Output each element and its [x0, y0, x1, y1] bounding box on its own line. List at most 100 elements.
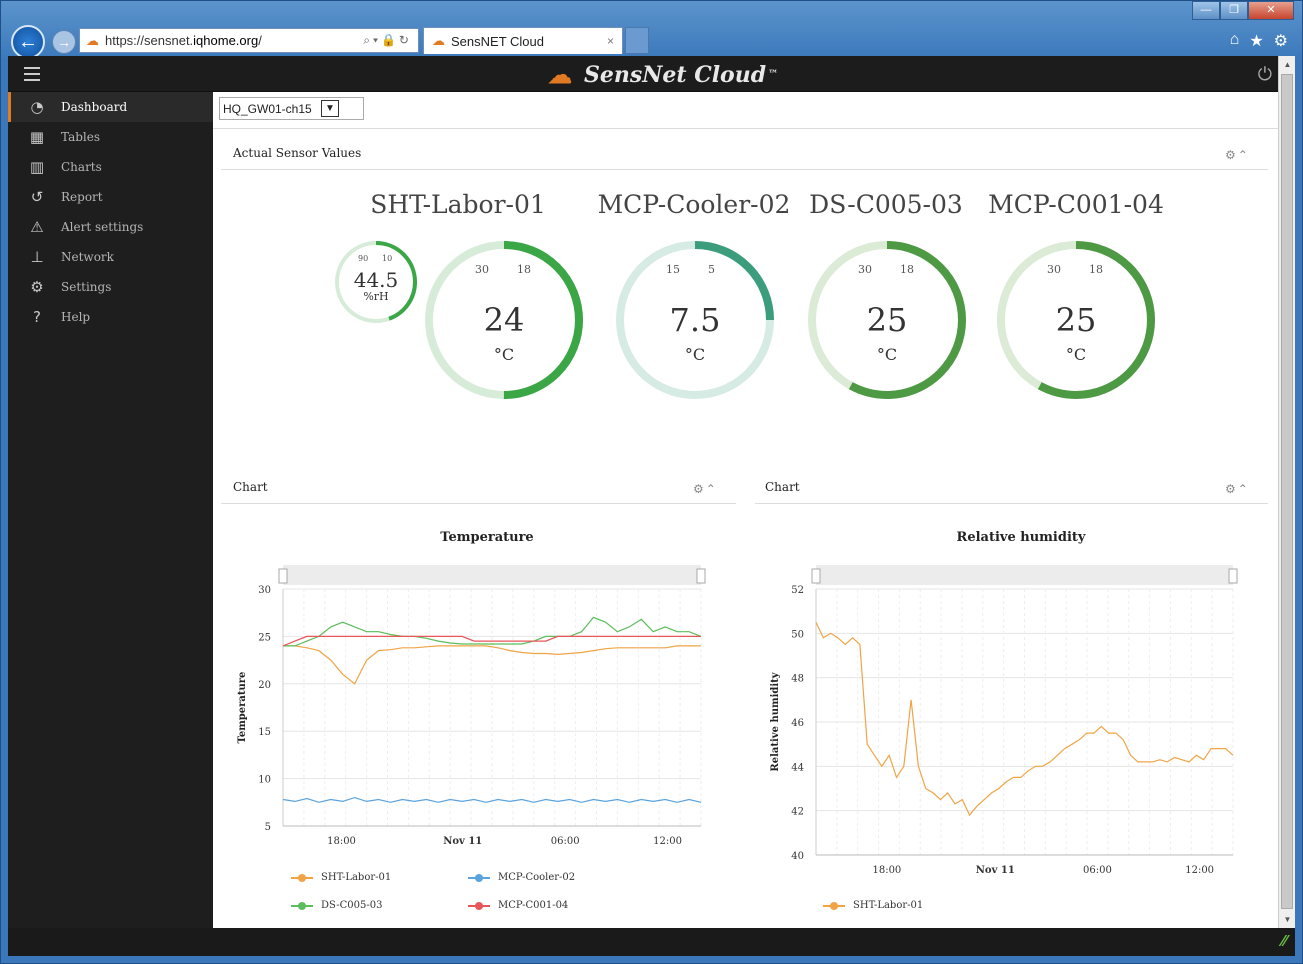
sidebar-item-charts[interactable]: ▥ Charts	[8, 152, 213, 182]
power-icon[interactable]: ⏻	[1257, 64, 1272, 84]
temperature-gauge: 30 18 25 °C	[806, 239, 968, 401]
gauge-unit: °C	[684, 345, 706, 364]
chevron-down-icon[interactable]: ▼	[321, 100, 339, 117]
y-tick-label: 44	[791, 762, 804, 773]
tab-cloud-icon: ☁	[432, 33, 445, 48]
legend-swatch	[291, 873, 313, 882]
y-tick-label: 42	[791, 807, 804, 818]
y-axis-label: Temperature	[237, 672, 248, 744]
browser-toolbar-icons: ⌂ ★ ⚙	[1230, 31, 1288, 51]
sidebar-item-settings[interactable]: ⚙ Settings	[8, 272, 213, 302]
sensor-panel-tools: ⚙⌃	[1225, 148, 1250, 162]
y-tick-label: 5	[265, 822, 271, 833]
gauge-unit: °C	[1065, 345, 1087, 364]
x-tick-label: 06:00	[551, 836, 580, 847]
gauge-unit: °C	[876, 345, 898, 364]
address-bar[interactable]: ☁ https://sensnet.iqhome.org/ ⌕▾🔒↻	[79, 28, 419, 53]
gear-icon[interactable]: ⚙	[1225, 148, 1238, 162]
legend-item[interactable]: MCP-C001-04	[468, 900, 568, 911]
chevron-up-icon[interactable]: ⌃	[705, 482, 718, 496]
gauge-fill	[425, 241, 583, 399]
scroll-up-icon[interactable]: ▲	[1283, 60, 1292, 69]
maximize-button[interactable]: ❐	[1220, 1, 1248, 20]
x-tick-label: 06:00	[1083, 865, 1112, 876]
gear-icon[interactable]: ⚙	[1225, 482, 1238, 496]
navigator-handle-right[interactable]	[1228, 568, 1238, 584]
series-line-mcp-c001-04	[282, 635, 701, 647]
humidity-gauge: 90 10 44.5 %rH	[334, 240, 418, 324]
threshold-high: 15	[666, 263, 680, 276]
legend-item[interactable]: DS-C005-03	[291, 900, 382, 911]
threshold-low: 10	[382, 254, 393, 263]
logo-tm: ™	[768, 69, 779, 80]
gauge-ring	[997, 241, 1155, 399]
y-tick-label: 52	[791, 585, 804, 596]
home-icon[interactable]: ⌂	[1229, 31, 1240, 48]
x-tick-label: 18:00	[327, 836, 356, 847]
close-window-button[interactable]: ✕	[1248, 1, 1294, 20]
sidebar-item-alert-settings[interactable]: ⚠ Alert settings	[8, 212, 213, 242]
status-bar: ⁄⁄	[8, 928, 1295, 956]
gauge-fill	[616, 241, 774, 399]
tab-title: SensNET Cloud	[451, 33, 544, 49]
browser-tab[interactable]: ☁ SensNET Cloud ×	[423, 27, 623, 54]
y-tick-label: 46	[791, 718, 804, 729]
legend-item[interactable]: MCP-Cooler-02	[468, 872, 575, 883]
question-icon: ?	[33, 308, 41, 326]
bar-chart-icon: ▥	[29, 158, 45, 176]
sidebar-item-help[interactable]: ? Help	[8, 302, 213, 332]
gear-icon[interactable]: ⚙	[693, 482, 706, 496]
sidebar-item-label: Tables	[61, 130, 101, 144]
y-tick-label: 30	[258, 585, 271, 596]
chevron-up-icon[interactable]: ⌃	[1237, 482, 1250, 496]
legend-label: MCP-Cooler-02	[498, 872, 576, 883]
sidebar-item-report[interactable]: ↺ Report	[8, 182, 213, 212]
divider	[221, 169, 1268, 170]
series-line-mcp-cooler-02	[282, 796, 702, 803]
sidebar: ◔ Dashboard ▦ Tables ▥ Charts ↺ Report ⚠ Alert se…	[8, 92, 213, 928]
legend-swatch	[291, 901, 313, 910]
address-tools-icon[interactable]: ⌕▾🔒↻	[363, 33, 412, 47]
gateway-select[interactable]: HQ_GW01-ch15 ▼	[219, 97, 364, 120]
scroll-thumb[interactable]	[1281, 74, 1293, 909]
gear-icon[interactable]: ⚙	[1273, 33, 1288, 50]
new-tab-button[interactable]	[625, 27, 649, 54]
sidebar-item-tables[interactable]: ▦ Tables	[8, 122, 213, 152]
legend-item[interactable]: SHT-Labor-01	[291, 872, 391, 883]
tab-close-icon[interactable]: ×	[606, 34, 614, 48]
back-button[interactable]: ←	[11, 25, 45, 59]
threshold-high: 30	[1047, 263, 1061, 276]
y-tick-label: 20	[258, 680, 271, 691]
navigator-handle-right[interactable]	[696, 568, 706, 584]
resize-grip-icon[interactable]: ⁄⁄	[1281, 933, 1287, 950]
star-icon[interactable]: ★	[1249, 33, 1264, 50]
divider	[755, 503, 1268, 504]
x-tick-label: 12:00	[653, 836, 682, 847]
sensor-panel-title: Actual Sensor Values	[233, 146, 362, 160]
history-icon: ↺	[30, 188, 44, 206]
temperature-gauge: 15 5 7.5 °C	[614, 239, 776, 401]
sidebar-item-network[interactable]: ⊥ Network	[8, 242, 213, 272]
series-line-sht-labor-01	[815, 622, 1234, 817]
minimize-button[interactable]: —	[1192, 1, 1220, 20]
vertical-scrollbar[interactable]: ▲ ▼	[1278, 56, 1295, 928]
navigator-handle-left[interactable]	[278, 568, 288, 584]
gauge-fill	[997, 241, 1155, 399]
divider	[221, 503, 736, 504]
legend-swatch	[823, 901, 845, 910]
sidebar-item-dashboard[interactable]: ◔ Dashboard	[8, 92, 213, 122]
x-tick-label: Nov 11	[443, 836, 482, 847]
sensor-name: MCP-C001-04	[988, 190, 1164, 219]
chevron-up-icon[interactable]: ⌃	[1237, 148, 1250, 162]
menu-icon[interactable]	[24, 67, 40, 81]
window-controls: — ❐ ✕	[1192, 1, 1294, 20]
gauge-ring	[425, 241, 583, 399]
scroll-down-icon[interactable]: ▼	[1283, 915, 1292, 924]
legend-item[interactable]: SHT-Labor-01	[823, 900, 923, 911]
humidity-value: 44.5	[353, 268, 399, 292]
y-tick-label: 15	[258, 727, 271, 738]
chart-panel-title-2: Chart	[765, 480, 800, 494]
sensor-name: SHT-Labor-01	[370, 190, 546, 219]
navigator-handle-left[interactable]	[811, 568, 821, 584]
forward-button[interactable]: →	[52, 30, 76, 54]
